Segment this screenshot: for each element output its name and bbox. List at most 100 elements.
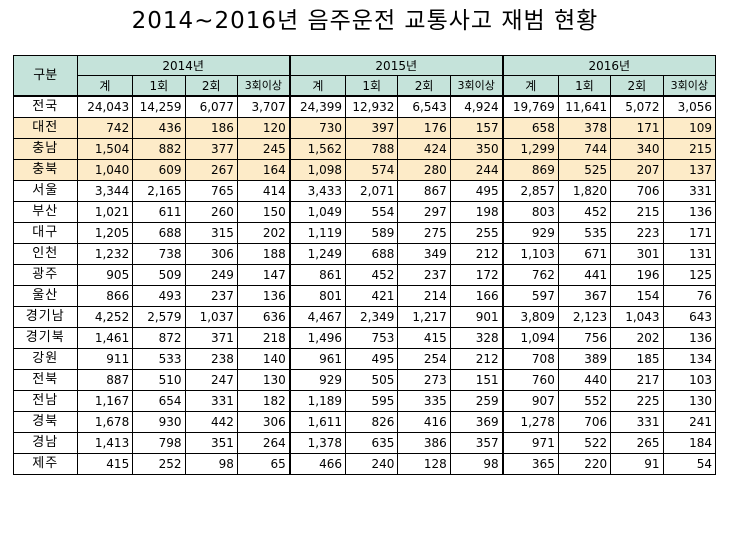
value-cell: 688 bbox=[345, 243, 399, 265]
value-cell: 414 bbox=[236, 180, 291, 202]
value-cell: 306 bbox=[236, 411, 291, 433]
value-cell: 207 bbox=[610, 159, 664, 181]
value-cell: 2,857 bbox=[501, 180, 559, 202]
table-row: 서울 3,344 2,165 765 414 3,433 2,071 867 495 2,857 1… bbox=[13, 180, 717, 202]
value-cell: 708 bbox=[501, 348, 559, 370]
region-cell: 서울 bbox=[13, 180, 78, 202]
value-cell: 706 bbox=[610, 180, 664, 202]
value-cell: 495 bbox=[345, 348, 399, 370]
value-cell: 65 bbox=[236, 453, 291, 475]
value-cell: 1,232 bbox=[76, 243, 134, 265]
value-cell: 76 bbox=[662, 285, 717, 307]
value-cell: 1,094 bbox=[501, 327, 559, 349]
value-cell: 164 bbox=[236, 159, 291, 181]
region-cell: 전북 bbox=[13, 369, 78, 391]
table-row: 경기남 4,252 2,579 1,037 636 4,467 2,349 1,217 901 3… bbox=[13, 306, 717, 328]
value-cell: 19,769 bbox=[501, 95, 559, 118]
value-cell: 869 bbox=[501, 159, 559, 181]
value-cell: 218 bbox=[236, 327, 291, 349]
value-cell: 911 bbox=[76, 348, 134, 370]
value-cell: 905 bbox=[76, 264, 134, 286]
value-cell: 240 bbox=[345, 453, 399, 475]
value-cell: 589 bbox=[345, 222, 399, 244]
table-row: 경기북 1,461 872 371 218 1,496 753 415 328 1,094 756 2… bbox=[13, 327, 717, 349]
value-cell: 136 bbox=[662, 201, 717, 223]
value-cell: 801 bbox=[288, 285, 347, 307]
header-year-2016: 2016년 bbox=[501, 55, 716, 76]
value-cell: 252 bbox=[132, 453, 186, 475]
header-corner: 구분 bbox=[13, 55, 78, 97]
value-cell: 866 bbox=[76, 285, 134, 307]
value-cell: 103 bbox=[662, 369, 717, 391]
value-cell: 223 bbox=[610, 222, 664, 244]
value-cell: 217 bbox=[610, 369, 664, 391]
value-cell: 1,043 bbox=[610, 306, 664, 328]
value-cell: 172 bbox=[449, 264, 504, 286]
value-cell: 98 bbox=[184, 453, 238, 475]
value-cell: 176 bbox=[397, 117, 451, 139]
value-cell: 510 bbox=[132, 369, 186, 391]
region-cell: 경기남 bbox=[13, 306, 78, 328]
value-cell: 867 bbox=[397, 180, 451, 202]
value-cell: 125 bbox=[662, 264, 717, 286]
value-cell: 397 bbox=[345, 117, 399, 139]
header-year-2014: 2014년 bbox=[76, 55, 291, 76]
value-cell: 441 bbox=[557, 264, 612, 286]
region-cell: 대구 bbox=[13, 222, 78, 244]
value-cell: 130 bbox=[662, 390, 717, 412]
value-cell: 901 bbox=[449, 306, 504, 328]
value-cell: 2,349 bbox=[345, 306, 399, 328]
value-cell: 554 bbox=[345, 201, 399, 223]
header-subcol: 계 bbox=[288, 75, 347, 97]
header-subcol: 2회 bbox=[397, 75, 451, 97]
value-cell: 2,123 bbox=[557, 306, 612, 328]
value-cell: 533 bbox=[132, 348, 186, 370]
value-cell: 91 bbox=[610, 453, 664, 475]
value-cell: 184 bbox=[662, 432, 717, 454]
table-row: 경남 1,413 798 351 264 1,378 635 386 357 971 522 265 1… bbox=[13, 432, 717, 454]
value-cell: 215 bbox=[662, 138, 717, 160]
value-cell: 280 bbox=[397, 159, 451, 181]
value-cell: 297 bbox=[397, 201, 451, 223]
value-cell: 241 bbox=[662, 411, 717, 433]
value-cell: 3,056 bbox=[662, 95, 717, 118]
value-cell: 335 bbox=[397, 390, 451, 412]
value-cell: 635 bbox=[345, 432, 399, 454]
value-cell: 244 bbox=[449, 159, 504, 181]
value-cell: 765 bbox=[184, 180, 238, 202]
value-cell: 1,678 bbox=[76, 411, 134, 433]
value-cell: 421 bbox=[345, 285, 399, 307]
value-cell: 2,165 bbox=[132, 180, 186, 202]
value-cell: 3,707 bbox=[236, 95, 291, 118]
value-cell: 1,098 bbox=[288, 159, 347, 181]
value-cell: 186 bbox=[184, 117, 238, 139]
value-cell: 415 bbox=[76, 453, 134, 475]
value-cell: 365 bbox=[501, 453, 559, 475]
value-cell: 1,189 bbox=[288, 390, 347, 412]
value-cell: 331 bbox=[184, 390, 238, 412]
value-cell: 971 bbox=[501, 432, 559, 454]
value-cell: 738 bbox=[132, 243, 186, 265]
value-cell: 237 bbox=[184, 285, 238, 307]
value-cell: 371 bbox=[184, 327, 238, 349]
value-cell: 654 bbox=[132, 390, 186, 412]
value-cell: 24,043 bbox=[76, 95, 134, 118]
value-cell: 147 bbox=[236, 264, 291, 286]
recidivism-table: 구분 2014년 2015년 2016년 계 1회 2회 3회이상 계 1회 2회 3회이상 계… bbox=[13, 55, 717, 475]
value-cell: 306 bbox=[184, 243, 238, 265]
value-cell: 595 bbox=[345, 390, 399, 412]
value-cell: 151 bbox=[449, 369, 504, 391]
value-cell: 12,932 bbox=[345, 95, 399, 118]
table-row: 경북 1,678 930 442 306 1,611 826 416 369 1,278 706 33… bbox=[13, 411, 717, 433]
region-cell: 전국 bbox=[13, 95, 78, 118]
value-cell: 120 bbox=[236, 117, 291, 139]
value-cell: 237 bbox=[397, 264, 451, 286]
value-cell: 466 bbox=[288, 453, 347, 475]
header-subcol: 2회 bbox=[184, 75, 238, 97]
value-cell: 301 bbox=[610, 243, 664, 265]
value-cell: 389 bbox=[557, 348, 612, 370]
value-cell: 267 bbox=[184, 159, 238, 181]
value-cell: 386 bbox=[397, 432, 451, 454]
value-cell: 706 bbox=[557, 411, 612, 433]
header-subcol: 계 bbox=[501, 75, 559, 97]
